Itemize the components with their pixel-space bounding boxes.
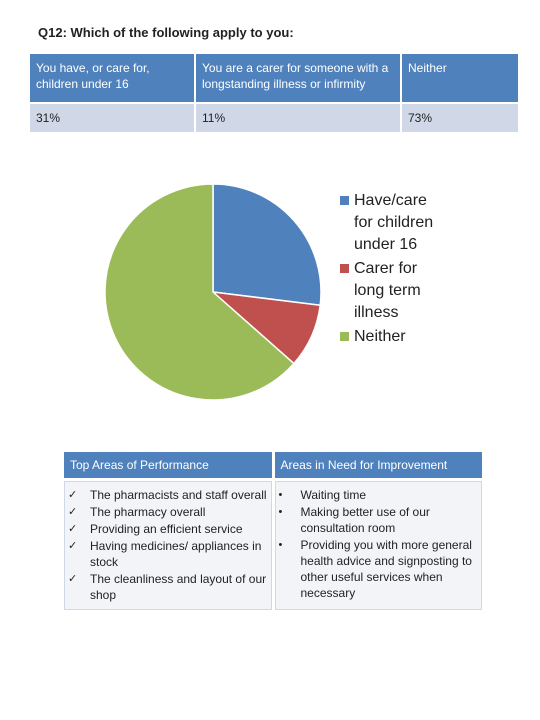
bullet-icon: • <box>278 539 283 551</box>
improvement-item: Making better use of our consultation ro… <box>300 505 430 535</box>
improvement-item: Providing you with more general health a… <box>300 538 472 600</box>
areas-header-row: Top Areas of Performance Areas in Need f… <box>64 452 482 480</box>
pie-chart-svg <box>104 183 322 401</box>
areas-table: Top Areas of Performance Areas in Need f… <box>64 452 482 610</box>
list-item: ✓ The pharmacists and staff overall <box>68 487 268 503</box>
improvement-list: • Waiting time • Making better use of our … <box>279 487 479 601</box>
legend-label-carer: Carer for long term illness <box>354 260 421 321</box>
legend-swatch-neither <box>340 332 349 341</box>
legend-label-children: Have/care for children under 16 <box>354 192 434 253</box>
legend-item-neither: Neither <box>340 326 460 348</box>
list-item: • Making better use of our consultation r… <box>279 504 479 536</box>
chart-legend: Have/care for children under 16 Carer fo… <box>340 190 460 350</box>
value-children: 31% <box>30 102 196 132</box>
check-icon: ✓ <box>68 573 78 585</box>
check-icon: ✓ <box>68 506 78 518</box>
pie-slice-children <box>212 183 322 307</box>
list-item: ✓ The cleanliness and layout of our shop <box>68 571 268 603</box>
check-icon: ✓ <box>68 523 78 535</box>
bullet-icon: • <box>278 506 283 518</box>
improvement-header: Areas in Need for Improvement <box>273 452 482 480</box>
legend-item-children: Have/care for children under 16 <box>340 190 460 256</box>
question-title: Q12: Which of the following apply to you… <box>38 25 294 40</box>
legend-swatch-carer <box>340 264 349 273</box>
list-item: ✓ The pharmacy overall <box>68 504 268 520</box>
list-item: • Providing you with more general health … <box>279 537 479 601</box>
performance-item: Providing an efficient service <box>90 522 243 536</box>
survey-results-table: You have, or care for, children under 16… <box>30 54 518 132</box>
value-carer: 11% <box>195 102 402 132</box>
improvement-item: Waiting time <box>300 488 367 502</box>
performance-item: The cleanliness and layout of our shop <box>90 572 267 602</box>
list-item: ✓ Providing an efficient service <box>68 521 268 537</box>
pie-chart <box>100 180 330 405</box>
survey-value-row: 31% 11% 73% <box>30 102 518 132</box>
legend-swatch-children <box>340 196 349 205</box>
check-icon: ✓ <box>68 540 78 552</box>
areas-body-row: ✓ The pharmacists and staff overall ✓ The … <box>64 478 482 610</box>
legend-item-carer: Carer for long term illness <box>340 258 460 324</box>
improvement-cell: • Waiting time • Making better use of our … <box>273 478 482 610</box>
pie-slice-neither <box>104 183 295 401</box>
survey-header-row: You have, or care for, children under 16… <box>30 54 518 103</box>
performance-cell: ✓ The pharmacists and staff overall ✓ The … <box>64 478 275 610</box>
value-neither: 73% <box>401 102 518 132</box>
legend-label-neither: Neither <box>354 328 406 345</box>
performance-header: Top Areas of Performance <box>64 452 275 480</box>
check-icon: ✓ <box>68 489 78 501</box>
list-item: • Waiting time <box>279 487 479 503</box>
header-neither: Neither <box>401 54 518 103</box>
performance-item: The pharmacists and staff overall <box>90 488 267 502</box>
header-carer: You are a carer for someone with a longs… <box>195 54 402 103</box>
performance-item: Having medicines/ appliances in stock <box>90 539 262 569</box>
list-item: ✓ Having medicines/ appliances in stock <box>68 538 268 570</box>
bullet-icon: • <box>278 489 283 501</box>
performance-item: The pharmacy overall <box>90 505 206 519</box>
performance-list: ✓ The pharmacists and staff overall ✓ The … <box>68 487 268 603</box>
header-children: You have, or care for, children under 16 <box>30 54 196 103</box>
